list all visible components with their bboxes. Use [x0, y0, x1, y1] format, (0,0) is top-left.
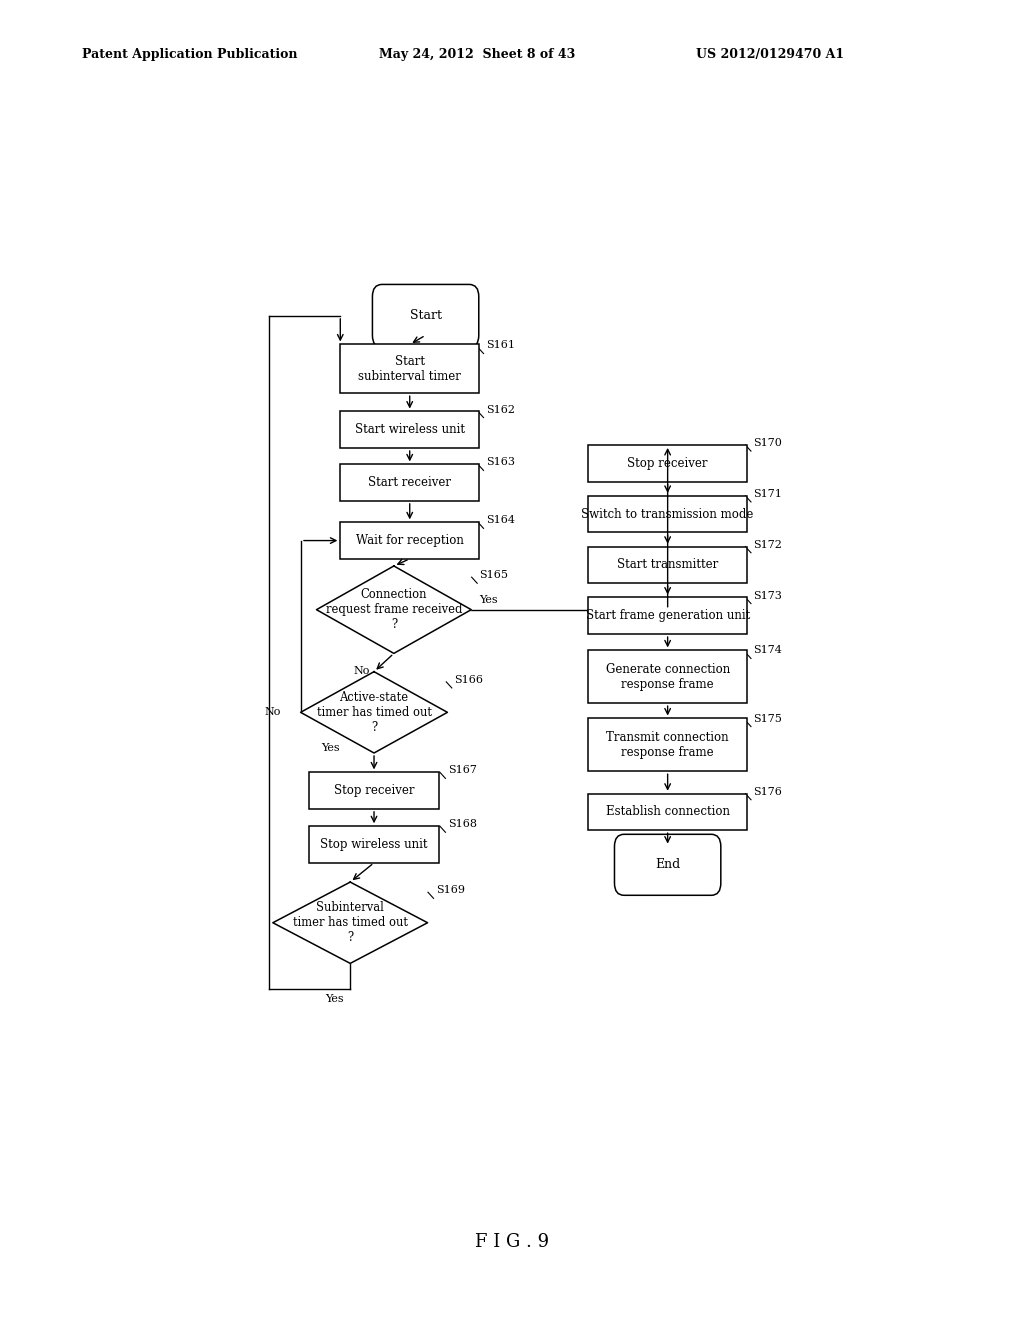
- Text: No: No: [354, 665, 371, 676]
- Text: S161: S161: [486, 341, 515, 351]
- Text: Start wireless unit: Start wireless unit: [354, 424, 465, 437]
- Text: Stop receiver: Stop receiver: [334, 784, 415, 797]
- Polygon shape: [301, 672, 447, 752]
- Bar: [588, 496, 748, 532]
- Text: Start transmitter: Start transmitter: [617, 558, 718, 572]
- Text: S166: S166: [455, 675, 483, 685]
- Text: US 2012/0129470 A1: US 2012/0129470 A1: [696, 48, 845, 61]
- Text: Stop receiver: Stop receiver: [628, 457, 708, 470]
- Text: S162: S162: [486, 404, 515, 414]
- Polygon shape: [272, 882, 428, 964]
- FancyBboxPatch shape: [614, 834, 721, 895]
- Bar: [588, 718, 748, 771]
- Bar: [308, 826, 439, 863]
- Text: Start frame generation unit: Start frame generation unit: [586, 610, 750, 622]
- Text: Yes: Yes: [325, 994, 344, 1005]
- Text: S163: S163: [486, 458, 515, 467]
- Text: S169: S169: [436, 886, 465, 895]
- Bar: [340, 412, 479, 447]
- Text: End: End: [655, 858, 680, 871]
- Text: Generate connection
response frame: Generate connection response frame: [605, 663, 730, 690]
- Text: S167: S167: [447, 766, 477, 775]
- Text: S172: S172: [754, 540, 782, 549]
- Text: Start: Start: [410, 309, 441, 322]
- Text: Transmit connection
response frame: Transmit connection response frame: [606, 731, 729, 759]
- Text: Stop wireless unit: Stop wireless unit: [321, 838, 428, 851]
- Text: No: No: [265, 708, 282, 717]
- Text: Wait for reception: Wait for reception: [355, 535, 464, 546]
- Text: Connection
request frame received
?: Connection request frame received ?: [326, 589, 462, 631]
- Bar: [340, 523, 479, 558]
- Text: S164: S164: [486, 515, 515, 525]
- Text: May 24, 2012  Sheet 8 of 43: May 24, 2012 Sheet 8 of 43: [379, 48, 575, 61]
- Text: Yes: Yes: [479, 594, 498, 605]
- Text: S175: S175: [754, 714, 782, 723]
- Text: S170: S170: [754, 438, 782, 447]
- Text: S176: S176: [754, 787, 782, 797]
- Text: S171: S171: [754, 488, 782, 499]
- Text: Active-state
timer has timed out
?: Active-state timer has timed out ?: [316, 690, 431, 734]
- Text: Subinterval
timer has timed out
?: Subinterval timer has timed out ?: [293, 902, 408, 944]
- Bar: [588, 598, 748, 634]
- Text: Start
subinterval timer: Start subinterval timer: [358, 355, 461, 383]
- Bar: [588, 445, 748, 482]
- Text: S174: S174: [754, 645, 782, 656]
- Bar: [308, 772, 439, 809]
- Bar: [340, 465, 479, 500]
- Bar: [588, 793, 748, 830]
- Bar: [340, 345, 479, 393]
- Bar: [588, 651, 748, 704]
- Text: F I G . 9: F I G . 9: [475, 1233, 549, 1251]
- Text: S165: S165: [479, 570, 509, 581]
- Bar: [588, 546, 748, 583]
- Polygon shape: [316, 566, 471, 653]
- Text: S168: S168: [447, 820, 477, 829]
- Text: Switch to transmission mode: Switch to transmission mode: [582, 508, 754, 520]
- Text: Establish connection: Establish connection: [605, 805, 730, 818]
- Text: S173: S173: [754, 590, 782, 601]
- Text: Patent Application Publication: Patent Application Publication: [82, 48, 297, 61]
- FancyBboxPatch shape: [373, 284, 479, 347]
- Text: Start receiver: Start receiver: [369, 477, 452, 490]
- Text: Yes: Yes: [322, 743, 340, 752]
